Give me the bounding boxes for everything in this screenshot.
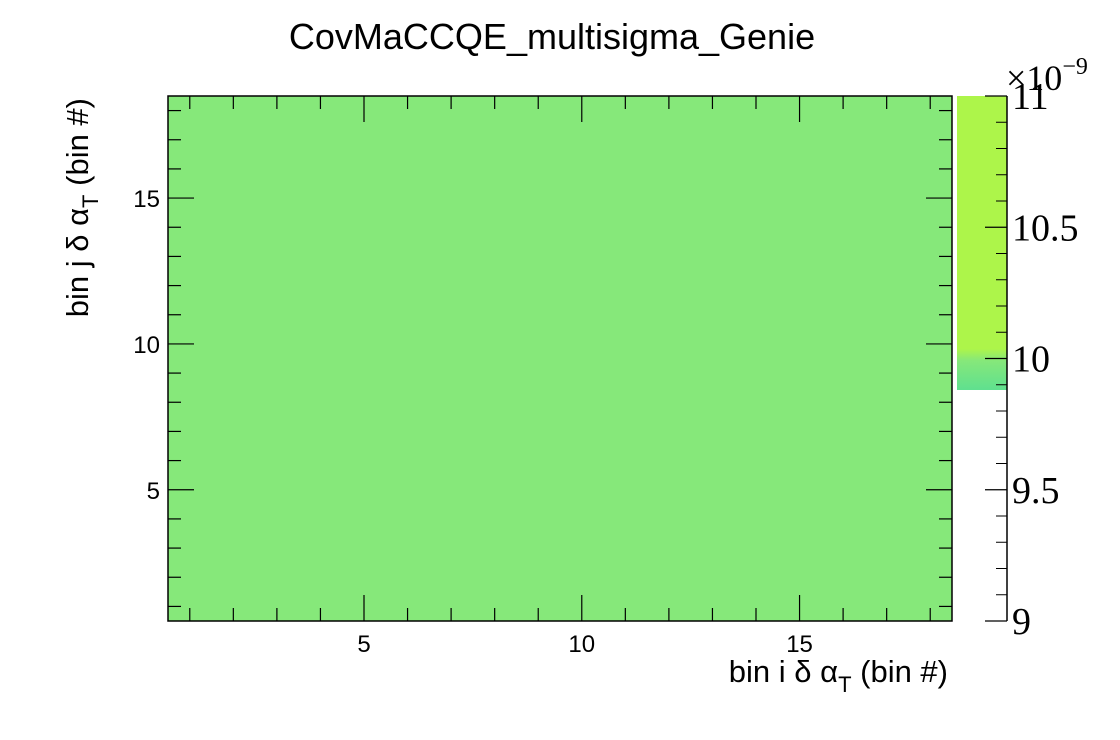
y-axis-ticks: 5 10 15: [133, 109, 952, 608]
colorbar-exponent: ×10−9: [1006, 54, 1088, 98]
x-axis-ticks: 5 10 15: [189, 96, 931, 658]
colorbar-ticks: 9 9.5 10 10.5 11: [985, 76, 1079, 643]
y-axis-label: bin j δ αT (bin #): [60, 98, 103, 317]
colorbar-tick-label: 10: [1012, 339, 1050, 381]
colorbar-tick-label: 9.5: [1012, 470, 1060, 512]
colorbar-tick-label: 11: [1012, 76, 1049, 118]
y-tick-label: 15: [133, 186, 160, 213]
heatmap-fill: [168, 96, 952, 621]
y-tick-label: 5: [147, 478, 160, 505]
x-tick-label: 15: [786, 631, 813, 658]
plot-frame: [167, 95, 953, 622]
x-axis-label: bin i δ αT (bin #): [729, 654, 948, 697]
colorbar-tick-label: 10.5: [1012, 207, 1079, 249]
x-tick-label: 10: [568, 631, 595, 658]
chart-title: CovMaCCQE_multisigma_Genie: [289, 16, 815, 57]
x-tick-label: 5: [357, 631, 370, 658]
colorbar-tick-label: 9: [1012, 601, 1031, 643]
colorbar-fill: [957, 96, 1007, 390]
y-tick-label: 10: [133, 332, 160, 359]
